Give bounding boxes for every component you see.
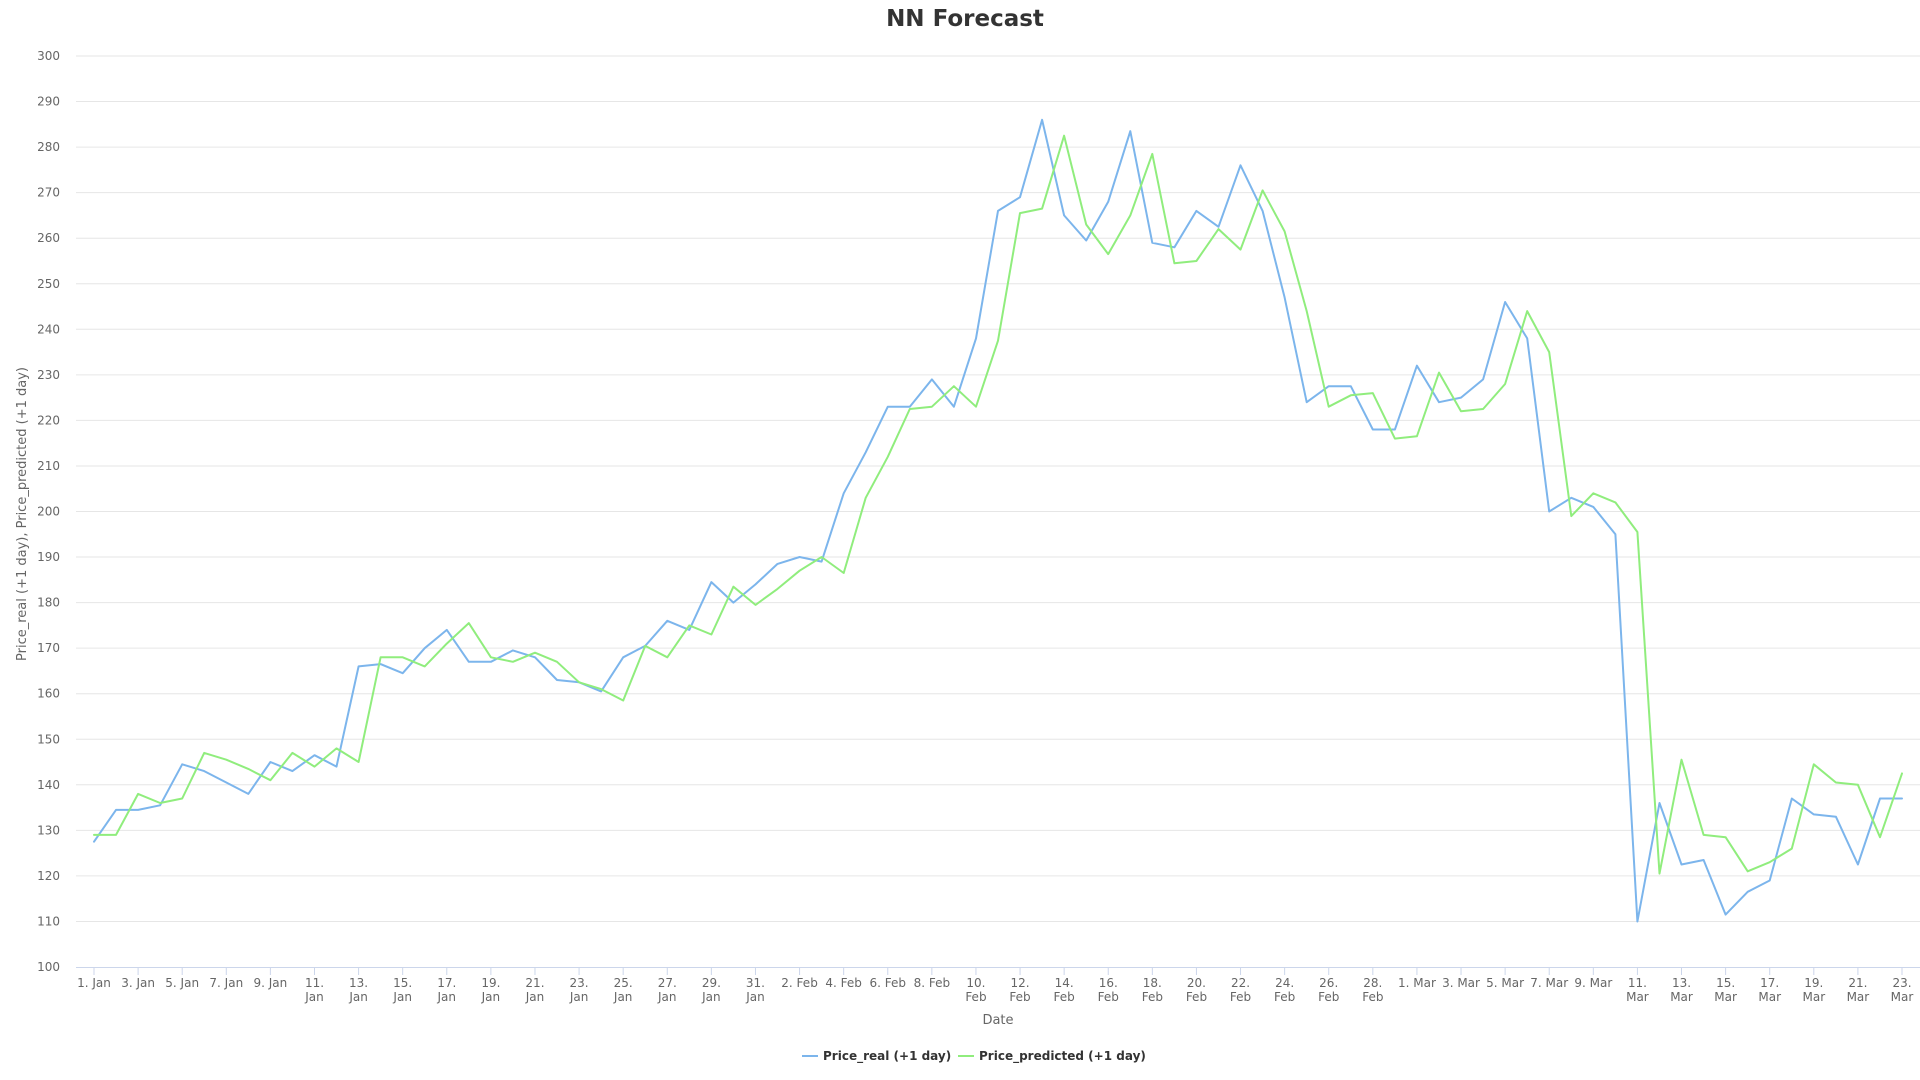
y-axis-title: Price_real (+1 day), Price_predicted (+1… — [15, 367, 30, 661]
x-tick-label: 11. Jan — [304, 976, 324, 1004]
y-tick-label: 240 — [37, 322, 60, 336]
y-tick-label: 260 — [37, 231, 60, 245]
x-tick-label: 6. Feb — [869, 976, 906, 990]
x-tick-label: 17. Mar — [1758, 976, 1781, 1004]
x-axis-ticks: 1. Jan 3. Jan 5. Jan 7. Jan 9. Jan 11. Jan 13. J… — [77, 976, 1913, 1004]
x-tick-label: 19. Jan — [481, 976, 501, 1004]
series-line-price-real[interactable] — [93, 118, 1903, 923]
x-tick-label: 3. Jan — [121, 976, 155, 990]
x-tick-label: 21. Jan — [525, 976, 545, 1004]
y-tick-label: 170 — [37, 641, 60, 655]
y-tick-label: 190 — [37, 550, 60, 564]
x-tick-label: 1. Jan — [77, 976, 111, 990]
x-tick-label: 31. Jan — [745, 976, 765, 1004]
y-tick-label: 130 — [37, 823, 60, 837]
y-tick-label: 150 — [37, 732, 60, 746]
x-tick-label: 12. Feb — [1009, 976, 1030, 1004]
y-tick-label: 110 — [37, 914, 60, 928]
x-tick-label: 17. Jan — [437, 976, 457, 1004]
x-tick-label: 24. Feb — [1274, 976, 1295, 1004]
y-tick-label: 160 — [37, 687, 60, 701]
y-tick-label: 230 — [37, 368, 60, 382]
x-tick-label: 16. Feb — [1098, 976, 1119, 1004]
y-tick-label: 290 — [37, 95, 60, 109]
x-tick-label: 23. Mar — [1891, 976, 1914, 1004]
x-tick-label: 1. Mar — [1398, 976, 1436, 990]
legend[interactable]: Price_real (+1 day) Price_predicted (+1 … — [802, 1049, 1146, 1064]
y-tick-label: 220 — [37, 413, 60, 427]
x-tick-label: 3. Mar — [1442, 976, 1480, 990]
legend-item-price-predicted[interactable]: Price_predicted (+1 day) — [958, 1049, 1146, 1064]
x-axis — [76, 967, 1920, 975]
x-tick-label: 27. Jan — [657, 976, 677, 1004]
x-tick-label: 10. Feb — [965, 976, 986, 1004]
y-tick-label: 140 — [37, 778, 60, 792]
y-tick-label: 250 — [37, 277, 60, 291]
x-tick-label: 5. Jan — [165, 976, 199, 990]
x-tick-label: 25. Jan — [613, 976, 633, 1004]
x-tick-label: 14. Feb — [1054, 976, 1075, 1004]
legend-label-price-predicted: Price_predicted (+1 day) — [979, 1049, 1146, 1064]
x-tick-label: 20. Feb — [1186, 976, 1207, 1004]
x-tick-label: 23. Jan — [569, 976, 589, 1004]
x-tick-label: 21. Mar — [1847, 976, 1870, 1004]
y-tick-label: 300 — [37, 49, 60, 63]
x-tick-label: 15. Mar — [1714, 976, 1737, 1004]
x-tick-label: 15. Jan — [392, 976, 412, 1004]
x-tick-label: 4. Feb — [825, 976, 862, 990]
x-tick-label: 2. Feb — [781, 976, 818, 990]
x-tick-label: 7. Mar — [1530, 976, 1568, 990]
y-tick-label: 180 — [37, 596, 60, 610]
x-tick-label: 22. Feb — [1230, 976, 1251, 1004]
y-tick-label: 200 — [37, 505, 60, 519]
x-tick-label: 9. Jan — [254, 976, 288, 990]
x-tick-label: 11. Mar — [1626, 976, 1649, 1004]
x-tick-label: 28. Feb — [1362, 976, 1383, 1004]
x-tick-label: 9. Mar — [1574, 976, 1612, 990]
x-tick-label: 8. Feb — [914, 976, 951, 990]
y-tick-label: 270 — [37, 186, 60, 200]
x-tick-label: 13. Jan — [348, 976, 368, 1004]
y-tick-label: 120 — [37, 869, 60, 883]
x-axis-title: Date — [982, 1013, 1013, 1028]
chart-title: NN Forecast — [886, 6, 1044, 32]
grid-lines — [76, 55, 1920, 922]
series-lines[interactable] — [93, 118, 1903, 923]
y-axis-ticks: 100 110 120 130 140 150 160 170 180 190 200 210 220 2… — [37, 49, 60, 974]
x-tick-label: 13. Mar — [1670, 976, 1693, 1004]
x-tick-label: 19. Mar — [1802, 976, 1825, 1004]
x-tick-label: 26. Feb — [1318, 976, 1339, 1004]
y-tick-label: 280 — [37, 140, 60, 154]
legend-label-price-real: Price_real (+1 day) — [823, 1049, 951, 1064]
y-tick-label: 100 — [37, 960, 60, 974]
x-tick-label: 18. Feb — [1142, 976, 1163, 1004]
x-tick-label: 5. Mar — [1486, 976, 1524, 990]
series-line-price-predicted[interactable] — [93, 134, 1903, 875]
y-tick-label: 210 — [37, 459, 60, 473]
x-tick-label: 29. Jan — [701, 976, 721, 1004]
legend-item-price-real[interactable]: Price_real (+1 day) — [802, 1049, 951, 1064]
x-tick-label: 7. Jan — [209, 976, 243, 990]
